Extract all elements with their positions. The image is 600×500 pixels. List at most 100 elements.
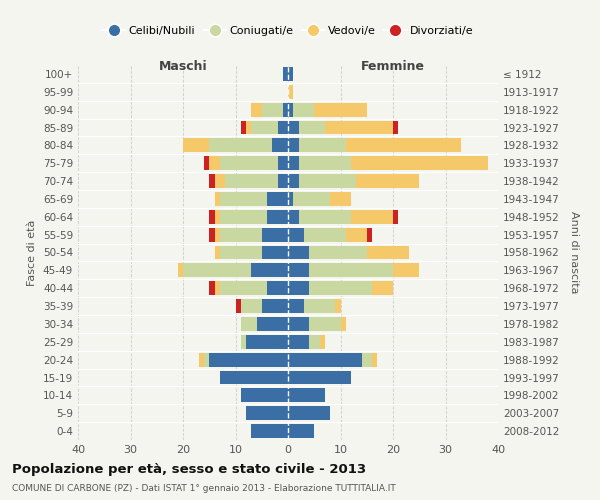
Bar bbox=[277, 174, 288, 188]
Bar bbox=[251, 102, 288, 117]
Bar bbox=[288, 317, 341, 331]
Bar bbox=[241, 317, 288, 331]
Bar bbox=[288, 120, 393, 134]
Bar bbox=[251, 424, 288, 438]
Bar bbox=[288, 156, 351, 170]
Bar bbox=[178, 264, 288, 278]
Bar bbox=[251, 120, 288, 134]
Bar bbox=[183, 264, 288, 278]
Bar bbox=[288, 228, 346, 241]
Bar bbox=[288, 102, 367, 117]
Bar bbox=[288, 424, 314, 438]
Bar bbox=[215, 174, 288, 188]
Bar bbox=[288, 335, 320, 349]
Bar bbox=[288, 120, 398, 134]
Bar bbox=[209, 352, 288, 366]
Bar bbox=[209, 138, 288, 152]
Bar bbox=[288, 406, 330, 420]
Bar bbox=[215, 192, 288, 206]
Bar bbox=[288, 370, 351, 384]
Bar bbox=[209, 228, 288, 241]
Bar bbox=[204, 156, 288, 170]
Bar bbox=[241, 335, 288, 349]
Bar bbox=[288, 85, 293, 99]
Bar bbox=[215, 281, 288, 295]
Bar bbox=[288, 335, 309, 349]
Bar bbox=[288, 299, 341, 313]
Bar bbox=[220, 370, 288, 384]
Bar bbox=[220, 370, 288, 384]
Bar bbox=[288, 156, 487, 170]
Bar bbox=[235, 299, 288, 313]
Bar bbox=[283, 67, 288, 81]
Bar bbox=[288, 406, 330, 420]
Bar bbox=[204, 352, 288, 366]
Y-axis label: Anni di nascita: Anni di nascita bbox=[569, 211, 579, 294]
Bar bbox=[288, 246, 309, 260]
Bar bbox=[220, 228, 288, 241]
Bar bbox=[288, 228, 304, 241]
Bar bbox=[288, 246, 409, 260]
Bar bbox=[220, 210, 288, 224]
Bar bbox=[288, 335, 325, 349]
Bar bbox=[288, 228, 367, 241]
Bar bbox=[288, 138, 461, 152]
Bar bbox=[288, 246, 409, 260]
Bar bbox=[283, 67, 288, 81]
Text: COMUNE DI CARBONE (PZ) - Dati ISTAT 1° gennaio 2013 - Elaborazione TUTTITALIA.IT: COMUNE DI CARBONE (PZ) - Dati ISTAT 1° g… bbox=[12, 484, 396, 493]
Bar bbox=[277, 156, 288, 170]
Bar bbox=[283, 67, 288, 81]
Bar bbox=[288, 210, 299, 224]
Bar bbox=[288, 281, 393, 295]
Bar bbox=[251, 424, 288, 438]
Bar bbox=[288, 264, 419, 278]
Bar bbox=[262, 246, 288, 260]
Bar bbox=[241, 335, 288, 349]
Bar bbox=[288, 370, 351, 384]
Bar bbox=[288, 192, 351, 206]
Bar bbox=[288, 264, 419, 278]
Text: Popolazione per età, sesso e stato civile - 2013: Popolazione per età, sesso e stato civil… bbox=[12, 462, 366, 475]
Bar bbox=[288, 67, 293, 81]
Bar bbox=[288, 174, 356, 188]
Bar bbox=[288, 352, 372, 366]
Bar bbox=[220, 192, 288, 206]
Bar bbox=[288, 138, 461, 152]
Bar bbox=[246, 335, 288, 349]
Bar bbox=[288, 210, 351, 224]
Bar bbox=[288, 335, 325, 349]
Bar bbox=[288, 102, 314, 117]
Bar bbox=[288, 210, 398, 224]
Bar bbox=[288, 317, 309, 331]
Bar bbox=[288, 370, 351, 384]
Bar bbox=[288, 156, 487, 170]
Bar bbox=[215, 192, 288, 206]
Bar bbox=[246, 406, 288, 420]
Bar bbox=[288, 192, 293, 206]
Bar bbox=[288, 281, 309, 295]
Bar bbox=[288, 67, 293, 81]
Bar bbox=[288, 192, 351, 206]
Bar bbox=[288, 299, 304, 313]
Legend: Celibi/Nubili, Coniugati/e, Vedovi/e, Divorziati/e: Celibi/Nubili, Coniugati/e, Vedovi/e, Di… bbox=[98, 22, 478, 40]
Bar bbox=[215, 246, 288, 260]
Y-axis label: Fasce di età: Fasce di età bbox=[28, 220, 37, 286]
Bar bbox=[288, 67, 293, 81]
Bar bbox=[178, 264, 288, 278]
Bar bbox=[288, 370, 351, 384]
Bar bbox=[277, 120, 288, 134]
Bar bbox=[215, 210, 288, 224]
Bar bbox=[241, 388, 288, 402]
Bar bbox=[267, 281, 288, 295]
Bar bbox=[220, 370, 288, 384]
Bar bbox=[288, 281, 372, 295]
Bar bbox=[288, 352, 377, 366]
Bar bbox=[241, 388, 288, 402]
Bar bbox=[209, 210, 288, 224]
Bar bbox=[283, 67, 288, 81]
Bar bbox=[267, 192, 288, 206]
Bar bbox=[288, 246, 367, 260]
Bar bbox=[288, 388, 325, 402]
Bar bbox=[241, 317, 288, 331]
Text: Maschi: Maschi bbox=[158, 60, 208, 74]
